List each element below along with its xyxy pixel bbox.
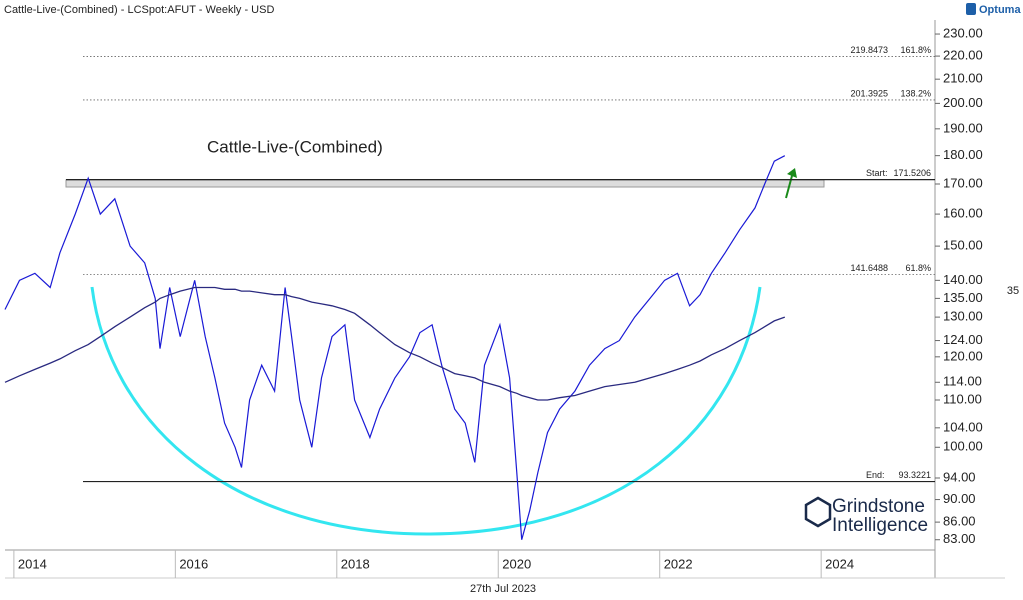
- brand: Optuma: [979, 4, 1021, 16]
- brand-icon: [966, 3, 976, 15]
- level-value: 201.3925: [850, 88, 888, 98]
- y-tick-label: 150.00: [943, 238, 983, 253]
- level-label: 61.8%: [905, 263, 931, 273]
- y-tick-label: 124.00: [943, 332, 983, 347]
- y-tick-label: 170.00: [943, 175, 983, 190]
- watermark-line: Grindstone: [832, 496, 925, 517]
- level-label: 138.2%: [900, 88, 931, 98]
- y-tick-label: 90.00: [943, 491, 976, 506]
- y-tick-label: 83.00: [943, 531, 976, 546]
- level-value: 219.8473: [850, 45, 888, 55]
- y-tick-label: 140.00: [943, 272, 983, 287]
- y-tick-label: 220.00: [943, 48, 983, 63]
- y-tick-label: 94.00: [943, 469, 976, 484]
- y-tick-label: 210.00: [943, 71, 983, 86]
- watermark-line: Intelligence: [832, 515, 928, 536]
- y-tick-label: 120.00: [943, 348, 983, 363]
- y-tick-label: 130.00: [943, 309, 983, 324]
- y-tick-label: 230.00: [943, 25, 983, 40]
- y-tick-label: 135.00: [943, 290, 983, 305]
- arc: [90, 286, 762, 536]
- y-tick-label: 104.00: [943, 419, 983, 434]
- y-tick-label: 86.00: [943, 514, 976, 529]
- level-label: 161.8%: [900, 45, 931, 55]
- y-tick-label: 180.00: [943, 147, 983, 162]
- side-label: 35: [1007, 285, 1019, 297]
- x-tick-label: 2024: [825, 556, 854, 571]
- y-tick-label: 114.00: [943, 374, 982, 389]
- y-tick-label: 200.00: [943, 95, 983, 110]
- price-line: [4, 155, 786, 540]
- x-tick-label: 2016: [179, 556, 208, 571]
- arrow-head: [787, 168, 797, 178]
- level-value: 93.3221: [898, 470, 931, 480]
- price-line: [4, 286, 786, 401]
- x-tick-label: 2018: [341, 556, 370, 571]
- chart-title: Cattle-Live-(Combined): [207, 137, 383, 156]
- x-tick-label: 2020: [502, 556, 531, 571]
- arrow: [785, 171, 794, 199]
- y-tick-label: 110.00: [943, 391, 982, 406]
- level-label: End:: [866, 470, 885, 480]
- level-value: 141.6488: [850, 263, 888, 273]
- x-tick-label: 2014: [18, 556, 47, 571]
- y-tick-label: 160.00: [943, 206, 983, 221]
- level-label: Start:: [866, 168, 888, 178]
- y-tick-label: 100.00: [943, 439, 983, 454]
- y-tick-label: 190.00: [943, 120, 983, 135]
- watermark: Grindstone Intelligence: [804, 496, 928, 536]
- level-value: 171.5206: [893, 168, 931, 178]
- header: Cattle-Live-(Combined) - LCSpot:AFUT - W…: [4, 4, 274, 16]
- zone: [65, 179, 825, 188]
- x-tick-label: 2022: [664, 556, 693, 571]
- date-label: 27th Jul 2023: [470, 583, 536, 595]
